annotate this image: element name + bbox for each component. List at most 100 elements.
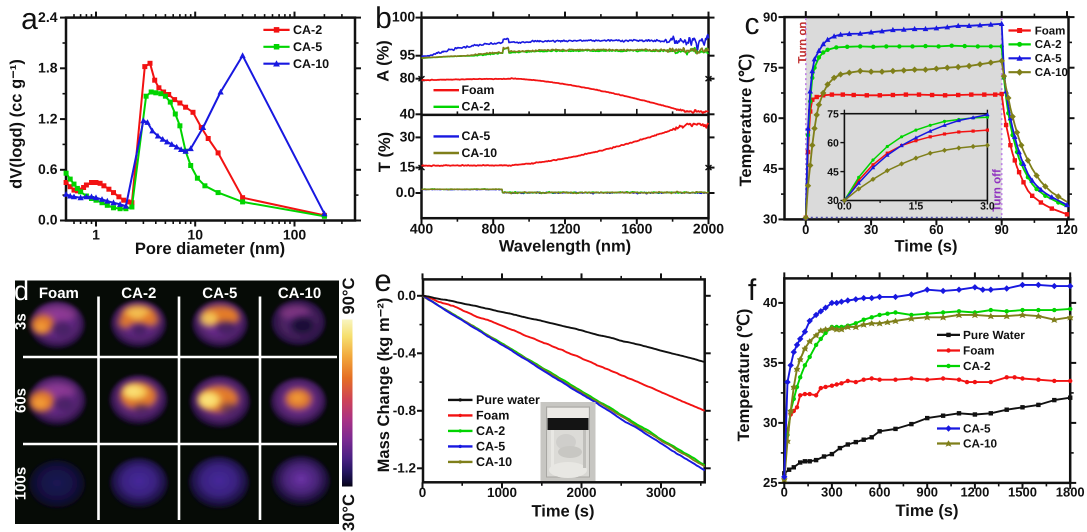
svg-text:CA-5: CA-5 [963,421,991,435]
svg-text:Foam: Foam [963,343,994,357]
svg-text:f: f [748,274,757,307]
svg-text:100: 100 [392,9,416,25]
svg-text:300: 300 [821,485,843,500]
svg-text:0.0: 0.0 [837,200,852,212]
svg-text:100s: 100s [13,467,30,500]
svg-text:120: 120 [1056,222,1078,237]
svg-text:CA-5: CA-5 [1035,53,1062,65]
svg-text:Time (s): Time (s) [895,238,958,256]
svg-text:Foam: Foam [39,285,79,302]
svg-text:b: b [375,2,392,35]
svg-text:T (%): T (%) [376,132,394,172]
svg-text:Foam: Foam [1035,25,1066,37]
svg-text:75: 75 [763,60,777,75]
svg-text:Foam: Foam [476,409,509,423]
svg-text:25: 25 [763,475,777,490]
svg-text:0: 0 [419,485,427,500]
svg-text:900: 900 [916,485,938,500]
svg-text:CA-2: CA-2 [963,359,991,373]
svg-text:Foam: Foam [462,83,495,97]
svg-text:e: e [374,263,391,298]
svg-text:1200: 1200 [549,221,580,237]
svg-text:CA-10: CA-10 [293,57,329,71]
svg-text:Time (s): Time (s) [896,502,959,520]
svg-text:1.5: 1.5 [909,200,924,212]
svg-text:0.0: 0.0 [396,184,416,200]
svg-text:30: 30 [763,212,777,227]
svg-text:3.0: 3.0 [980,200,995,212]
svg-text:-0.4: -0.4 [393,346,417,361]
svg-text:1.8: 1.8 [38,60,58,76]
svg-text:60: 60 [827,137,839,149]
svg-text:CA-10: CA-10 [1035,67,1068,79]
svg-text:dV(logd) (cc g⁻¹): dV(logd) (cc g⁻¹) [8,59,26,189]
svg-text:A (%): A (%) [375,40,393,82]
svg-text:CA-5: CA-5 [202,285,237,302]
svg-text:1500: 1500 [1008,485,1037,500]
svg-text:Turn off: Turn off [992,169,1004,212]
svg-text:Pure Water: Pure Water [963,328,1025,342]
svg-text:CA-2: CA-2 [476,424,505,438]
svg-text:60s: 60s [13,388,30,413]
svg-text:Temperature (℃): Temperature (℃) [737,54,755,187]
svg-text:0.0: 0.0 [38,212,58,228]
svg-text:CA-5: CA-5 [293,40,322,54]
svg-text:Pore diameter (nm): Pore diameter (nm) [135,240,285,258]
svg-text:2000: 2000 [566,485,596,500]
svg-text:1: 1 [92,227,100,243]
svg-text:CA-2: CA-2 [462,100,491,114]
svg-text:CA-2: CA-2 [121,285,156,302]
svg-text:60: 60 [929,222,943,237]
svg-text:1000: 1000 [487,485,517,500]
svg-text:0: 0 [802,222,809,237]
svg-text:0.6: 0.6 [38,161,58,177]
svg-text:CA-2: CA-2 [293,23,322,37]
svg-text:1200: 1200 [960,485,989,500]
svg-text:100: 100 [283,227,307,243]
svg-text:Time (s): Time (s) [532,503,595,521]
svg-text:30: 30 [400,128,416,144]
svg-text:0: 0 [781,485,788,500]
svg-text:80: 80 [400,70,416,86]
svg-text:45: 45 [827,166,839,178]
svg-text:2.4: 2.4 [38,9,58,25]
svg-text:0.0: 0.0 [397,288,416,303]
svg-text:90: 90 [994,222,1008,237]
svg-text:95: 95 [400,47,416,63]
svg-text:30°C: 30°C [340,494,358,531]
svg-text:-0.8: -0.8 [393,403,417,418]
svg-text:CA-10: CA-10 [462,146,498,160]
svg-text:90°C: 90°C [340,277,358,314]
svg-text:30: 30 [827,195,839,207]
svg-text:40: 40 [400,105,416,121]
svg-text:35: 35 [763,355,777,370]
svg-text:1800: 1800 [1056,485,1085,500]
svg-text:75: 75 [827,108,839,120]
svg-text:1600: 1600 [621,221,652,237]
svg-text:3000: 3000 [646,485,676,500]
svg-text:800: 800 [482,221,506,237]
svg-text:30: 30 [763,415,777,430]
svg-text:60: 60 [763,110,777,125]
svg-text:Temperature (℃): Temperature (℃) [735,309,753,442]
svg-text:400: 400 [410,221,434,237]
svg-text:CA-10: CA-10 [278,285,321,302]
svg-text:1.2: 1.2 [38,110,58,126]
svg-text:-1.2: -1.2 [393,461,416,476]
svg-text:CA-10: CA-10 [963,436,998,450]
svg-text:10: 10 [187,227,203,243]
svg-text:3s: 3s [13,313,30,330]
svg-text:d: d [14,276,29,306]
svg-text:40: 40 [763,295,777,310]
svg-text:2000: 2000 [693,221,724,237]
svg-text:CA-5: CA-5 [476,440,505,454]
svg-text:CA-5: CA-5 [462,129,491,143]
svg-text:Pure water: Pure water [476,393,540,407]
svg-text:Wavelength (nm): Wavelength (nm) [499,238,631,256]
svg-text:15: 15 [400,159,416,175]
svg-text:CA-2: CA-2 [1035,39,1062,51]
svg-text:45: 45 [763,161,777,176]
svg-text:Turn on: Turn on [797,22,809,64]
svg-text:a: a [21,3,38,36]
svg-text:30: 30 [864,222,878,237]
